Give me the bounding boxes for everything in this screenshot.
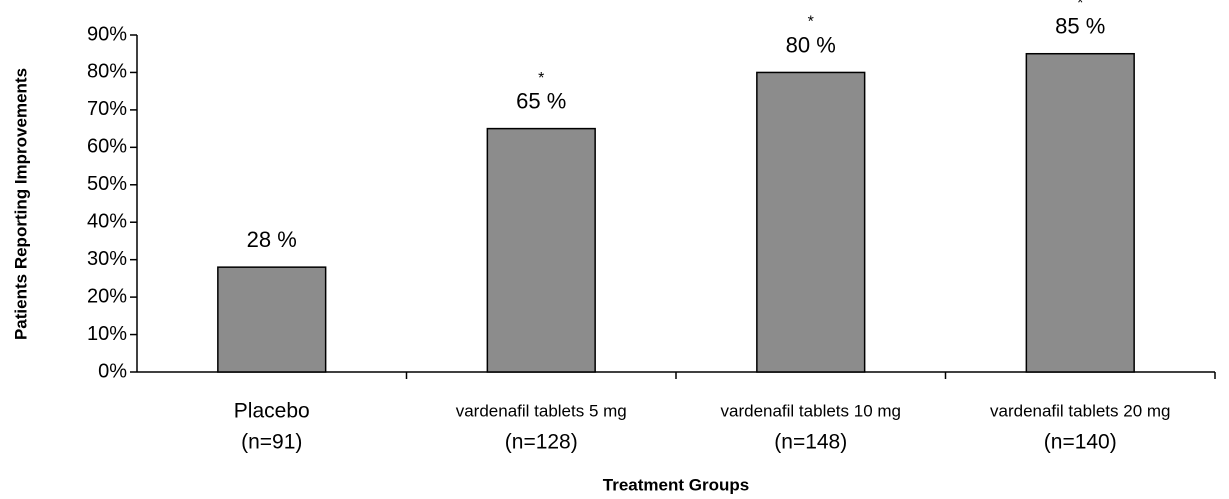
x-tick-label: vardenafil tablets 10 mg [721,401,902,420]
x-tick-label: vardenafil tablets 5 mg [456,401,627,420]
y-tick-label: 30% [87,248,127,270]
value-label: 28 % [247,227,297,252]
y-tick-label: 80% [87,61,127,83]
bar [217,266,327,373]
value-label: 85 % [1055,14,1105,39]
value-label: 65 % [516,88,566,113]
bar [1025,52,1135,373]
y-axis-title: Patients Reporting Improvements [11,68,30,340]
bar [756,71,866,373]
x-tick-label: (n=91) [241,431,302,454]
y-tick-label: 40% [87,211,127,233]
significance-marker: * [808,14,814,31]
y-tick-label: 60% [87,136,127,158]
x-tick-label: (n=140) [1044,431,1117,454]
x-tick-label: (n=148) [774,431,847,454]
bar [486,127,596,373]
y-tick-label: 20% [87,285,127,307]
y-tick-label: 10% [87,323,127,345]
x-tick-label: (n=128) [505,431,578,454]
y-tick-label: 0% [98,360,127,382]
x-axis-title: Treatment Groups [603,475,749,494]
x-tick-label: Placebo [234,400,310,423]
x-tick-label: vardenafil tablets 20 mg [990,401,1171,420]
significance-marker: * [538,70,544,87]
y-tick-label: 70% [87,98,127,120]
value-label: 80 % [786,32,836,57]
y-tick-label: 50% [87,173,127,195]
y-tick-label: 90% [87,23,127,45]
significance-marker: * [1077,0,1083,12]
